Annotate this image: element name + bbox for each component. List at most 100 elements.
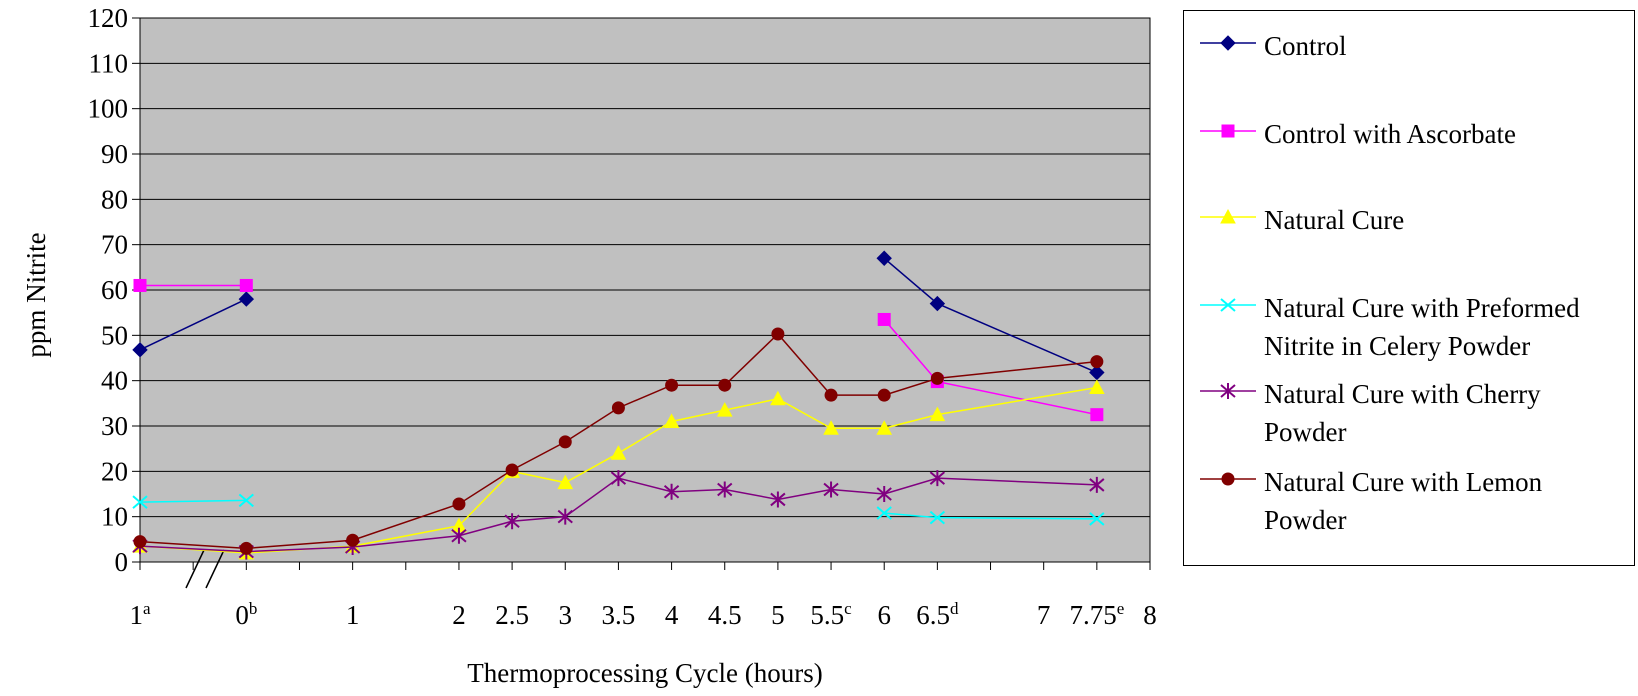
series-layer (132, 250, 1105, 560)
y-tick-label: 80 (101, 184, 128, 214)
data-point-natural-cure-with-lemon-powder (665, 378, 679, 392)
x-axis-label: Thermoprocessing Cycle (hours) (467, 658, 822, 688)
data-point-control-with-ascorbate (1090, 408, 1104, 422)
data-point-natural-cure-with-cherry-powder (451, 527, 467, 544)
legend-marker-icon (1200, 298, 1256, 312)
data-point-natural-cure-with-lemon-powder (558, 435, 572, 449)
data-point-natural-cure (1089, 379, 1105, 394)
data-point-natural-cure-with-preformed-nitrite-in-celery-powder (929, 510, 946, 525)
legend-marker-icon (1200, 208, 1256, 224)
x-tick-label: 1a (129, 599, 151, 630)
y-tick-label: 10 (101, 502, 128, 532)
series-line-control (139, 298, 247, 351)
x-tick-label: 5.5c (810, 599, 852, 630)
x-tick-label: 2.5 (495, 600, 529, 630)
gridlines (140, 62, 1150, 518)
data-point-natural-cure (929, 406, 946, 422)
legend-label: Natural Cure with Lemon Powder (1264, 467, 1543, 535)
legend-label: Natural Cure (1264, 205, 1405, 235)
data-point-natural-cure-with-lemon-powder (771, 327, 785, 341)
data-point-natural-cure-with-cherry-powder (717, 481, 733, 498)
x-tick-label: 2 (452, 600, 466, 630)
data-point-control (929, 295, 946, 312)
data-point-natural-cure-with-lemon-powder (718, 378, 732, 392)
chart-canvas: 0 10 20 30 40 50 60 70 80 90 100 110 120 1a 0b 1 2 2.5 3 3… (21, 3, 1157, 688)
y-tick-label: 60 (101, 275, 128, 305)
legend-label: Natural Cure with Cherry Powder (1264, 379, 1541, 447)
data-point-natural-cure-with-cherry-powder (610, 470, 627, 487)
y-axis-ticks: 0 10 20 30 40 50 60 70 80 90 100 110 120 (88, 3, 140, 577)
y-tick-label: 30 (101, 411, 128, 441)
legend-label: Natural Cure with Preformed Nitrite in C… (1264, 293, 1580, 361)
legend-marker-square (1221, 124, 1235, 138)
legend-marker-icon (1200, 124, 1256, 138)
data-point-natural-cure (770, 390, 786, 406)
y-tick-label: 110 (89, 48, 129, 78)
series-line-natural-cure (139, 386, 1097, 554)
y-tick-label: 40 (101, 366, 128, 396)
series-line-natural-cure-with-lemon-powder (139, 332, 1097, 550)
legend-label: Control with Ascorbate (1264, 119, 1516, 149)
x-tick-label: 3 (559, 600, 573, 630)
data-point-natural-cure-with-preformed-nitrite-in-celery-powder (876, 506, 892, 520)
data-point-natural-cure-with-cherry-powder (663, 483, 680, 500)
data-point-natural-cure (663, 413, 680, 428)
data-point-natural-cure-with-lemon-powder (930, 371, 944, 385)
data-point-natural-cure-with-lemon-powder (824, 388, 838, 402)
legend-marker-icon (1200, 35, 1256, 51)
data-point-control-with-ascorbate (133, 278, 147, 292)
data-point-natural-cure (716, 402, 733, 417)
x-tick-label: 8 (1143, 600, 1157, 630)
series-natural-cure-with-preformed-nitrite-in-celery-powder (132, 493, 1105, 526)
data-point-natural-cure (557, 474, 574, 490)
legend-marker-triangle (1220, 208, 1236, 224)
data-point-natural-cure-with-cherry-powder (557, 508, 573, 525)
series-control (132, 250, 1105, 381)
x-tick-label: 4 (665, 600, 679, 630)
data-point-control (876, 250, 892, 266)
data-point-control-with-ascorbate (239, 278, 253, 292)
x-tick-label: 1 (346, 600, 360, 630)
x-tick-label: 0b (235, 599, 257, 630)
series-line-natural-cure-with-cherry-powder (139, 477, 1097, 553)
data-point-natural-cure-with-lemon-powder (505, 463, 519, 477)
x-tick-label: 6.5d (916, 599, 959, 630)
data-point-natural-cure-with-cherry-powder (823, 481, 839, 498)
legend-marker-x (1220, 298, 1236, 312)
data-point-natural-cure-with-lemon-powder (133, 535, 147, 549)
data-point-natural-cure-with-lemon-powder (1090, 355, 1104, 369)
data-point-natural-cure (823, 420, 839, 435)
y-axis-label: ppm Nitrite (21, 232, 51, 357)
x-tick-label: 3.5 (602, 600, 636, 630)
series-natural-cure-with-cherry-powder (132, 470, 1105, 560)
y-tick-label: 50 (101, 320, 128, 350)
y-tick-label: 20 (101, 456, 128, 486)
y-tick-label: 90 (101, 139, 128, 169)
data-point-natural-cure (876, 420, 893, 435)
legend: Control Control with Ascorbate Natural Cur… (1183, 10, 1635, 566)
y-tick-label: 120 (88, 3, 129, 33)
data-point-natural-cure-with-cherry-powder (876, 486, 892, 502)
data-point-natural-cure-with-cherry-powder (770, 491, 786, 508)
x-tick-label: 4.5 (708, 600, 742, 630)
x-tick-label: 7.75e (1069, 599, 1124, 630)
data-point-natural-cure-with-cherry-powder (1089, 476, 1105, 493)
y-tick-label: 0 (115, 547, 129, 577)
legend-marker-diamond (1220, 35, 1236, 51)
data-point-natural-cure-with-lemon-powder (611, 401, 625, 415)
data-point-natural-cure-with-lemon-powder (239, 541, 253, 555)
series-natural-cure-with-lemon-powder (133, 327, 1104, 555)
legend-label: Control (1264, 31, 1347, 61)
legend-marker-icon (1200, 383, 1256, 399)
legend-marker-asterisk (1220, 383, 1236, 399)
axis-break-marks (185, 549, 225, 589)
x-axis-ticks: 1a 0b 1 2 2.5 3 3.5 4 4.5 5 5.5c 6 6.5d 7 7.75e 8 (129, 562, 1157, 630)
data-point-natural-cure-with-lemon-powder (877, 388, 891, 402)
data-point-natural-cure-with-cherry-powder (504, 513, 520, 530)
data-point-natural-cure-with-lemon-powder (452, 497, 466, 511)
legend-marker-icon (1200, 472, 1256, 486)
data-point-control (238, 291, 255, 307)
legend-marker-circle (1221, 472, 1235, 486)
data-point-control-with-ascorbate (877, 312, 891, 326)
data-point-natural-cure-with-preformed-nitrite-in-celery-powder (132, 495, 148, 509)
